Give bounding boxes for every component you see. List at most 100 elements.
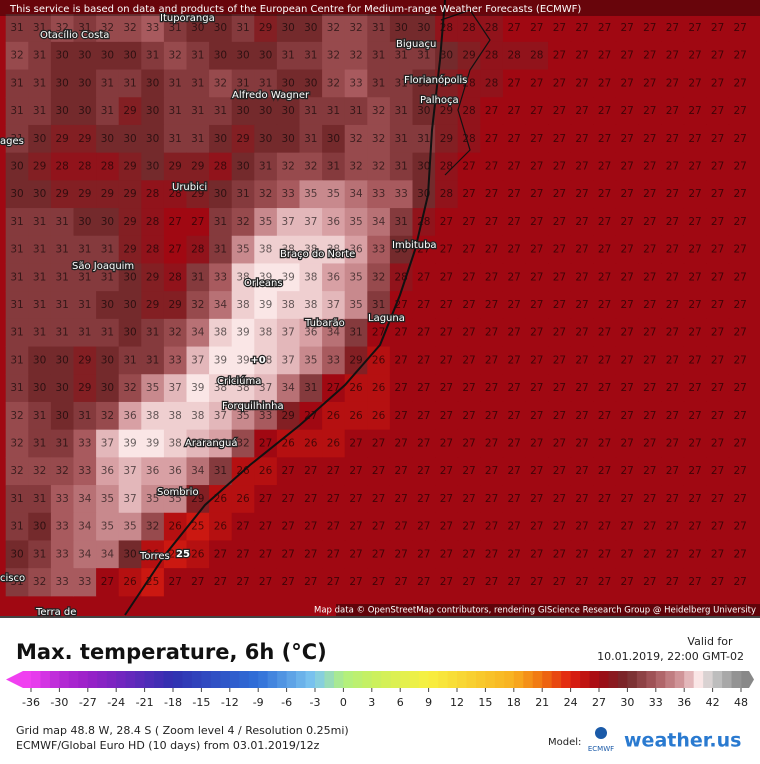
temperature-value: 35 xyxy=(259,216,272,228)
temperature-cell xyxy=(412,97,436,126)
temperature-cell xyxy=(480,346,504,375)
temperature-value: 30 xyxy=(395,244,408,256)
temperature-cell xyxy=(389,41,413,71)
temperature-value: 33 xyxy=(56,576,69,588)
temperature-cell xyxy=(73,235,97,264)
temperature-cell xyxy=(141,235,165,264)
temperature-value: 28 xyxy=(485,77,498,89)
temperature-cell xyxy=(254,124,278,154)
temperature-value: 33 xyxy=(78,576,91,588)
temperature-value: 27 xyxy=(621,188,634,200)
temperature-value: 29 xyxy=(78,354,91,366)
temperature-cell xyxy=(412,235,436,264)
temperature-cell xyxy=(276,568,300,597)
temperature-value: 27 xyxy=(711,521,724,533)
temperature-cell xyxy=(163,14,187,43)
temperature-value: 28 xyxy=(508,50,521,62)
temperature-value: 37 xyxy=(282,354,295,366)
temperature-value: 27 xyxy=(349,438,362,450)
temperature-cell xyxy=(502,14,526,43)
temperature-value: 27 xyxy=(395,493,408,505)
model-label: Model: xyxy=(548,737,581,748)
temperature-value: 30 xyxy=(417,77,430,89)
temperature-cell xyxy=(367,97,391,126)
temperature-cell xyxy=(209,180,233,209)
temperature-value: 33 xyxy=(327,354,340,366)
temperature-value: 27 xyxy=(349,465,362,477)
temperature-value: 30 xyxy=(123,50,136,62)
temperature-cell xyxy=(706,124,730,154)
temperature-cell xyxy=(5,14,29,43)
temperature-cell xyxy=(412,263,436,292)
temperature-value: 27 xyxy=(236,521,249,533)
temperature-cell xyxy=(706,97,730,126)
temperature-value: 27 xyxy=(711,493,724,505)
temperature-cell xyxy=(209,152,233,181)
temperature-value: 27 xyxy=(417,465,430,477)
legend-swatch xyxy=(248,671,259,688)
temperature-value: 27 xyxy=(711,576,724,588)
temperature-cell xyxy=(389,485,413,514)
temperature-value: 27 xyxy=(666,438,679,450)
temperature-value: 27 xyxy=(643,576,656,588)
temperature-value: 27 xyxy=(282,576,295,588)
temperature-value: 31 xyxy=(56,327,69,339)
temperature-cell xyxy=(435,374,459,403)
temperature-value: 38 xyxy=(327,244,340,256)
temperature-value: 30 xyxy=(214,133,227,145)
temperature-cell xyxy=(706,235,730,264)
temperature-cell xyxy=(299,152,323,181)
temperature-value: 27 xyxy=(553,77,566,89)
temperature-value: 27 xyxy=(734,244,747,256)
temperature-value: 32 xyxy=(372,133,385,145)
temperature-cell xyxy=(28,14,52,43)
legend-tick-label: 3 xyxy=(368,696,375,709)
temperature-value: 27 xyxy=(711,133,724,145)
temperature-value: 29 xyxy=(146,271,159,283)
legend-tick-label: 24 xyxy=(564,696,578,709)
temperature-cell xyxy=(548,124,572,154)
temperature-cell xyxy=(480,540,504,569)
temperature-value: 27 xyxy=(553,105,566,117)
temperature-value: 39 xyxy=(259,271,272,283)
legend-swatch xyxy=(580,671,590,688)
temperature-cell xyxy=(254,568,278,597)
temperature-cell xyxy=(683,346,707,375)
temperature-cell xyxy=(570,374,594,403)
temperature-value: 32 xyxy=(10,438,23,450)
temperature-cell xyxy=(525,14,549,43)
temperature-cell xyxy=(209,568,233,597)
temperature-cell xyxy=(548,69,572,98)
temperature-cell xyxy=(389,429,413,458)
temperature-cell xyxy=(344,540,368,569)
temperature-value: 38 xyxy=(259,354,272,366)
temperature-value: 30 xyxy=(236,50,249,62)
temperature-value: 39 xyxy=(236,354,249,366)
temperature-cell xyxy=(593,485,617,514)
temperature-cell xyxy=(254,208,278,237)
temperature-value: 28 xyxy=(101,161,114,173)
temperature-cell xyxy=(50,124,74,154)
temperature-value: 33 xyxy=(349,77,362,89)
temperature-cell xyxy=(480,152,504,181)
temperature-cell xyxy=(480,318,504,348)
valid-time: 10.01.2019, 22:00 GMT-02 xyxy=(597,650,744,663)
legend-swatch xyxy=(419,671,429,688)
temperature-value: 32 xyxy=(101,410,114,422)
temperature-value: 27 xyxy=(734,354,747,366)
temperature-value: 27 xyxy=(395,327,408,339)
temperature-value: 37 xyxy=(123,465,136,477)
temperature-cell xyxy=(50,152,74,181)
temperature-value: 32 xyxy=(123,382,136,394)
legend-swatch xyxy=(163,671,174,688)
legend-tick-label: -6 xyxy=(281,696,292,709)
legend-swatch xyxy=(352,671,363,688)
temperature-value: 27 xyxy=(372,465,385,477)
temperature-value: 30 xyxy=(123,548,136,560)
temperature-cell xyxy=(480,14,504,43)
temperature-cell xyxy=(728,374,752,403)
temperature-value: 27 xyxy=(417,576,430,588)
temperature-value: 32 xyxy=(191,299,204,311)
legend-tick-label: -15 xyxy=(192,696,210,709)
temperature-cell xyxy=(435,263,459,292)
